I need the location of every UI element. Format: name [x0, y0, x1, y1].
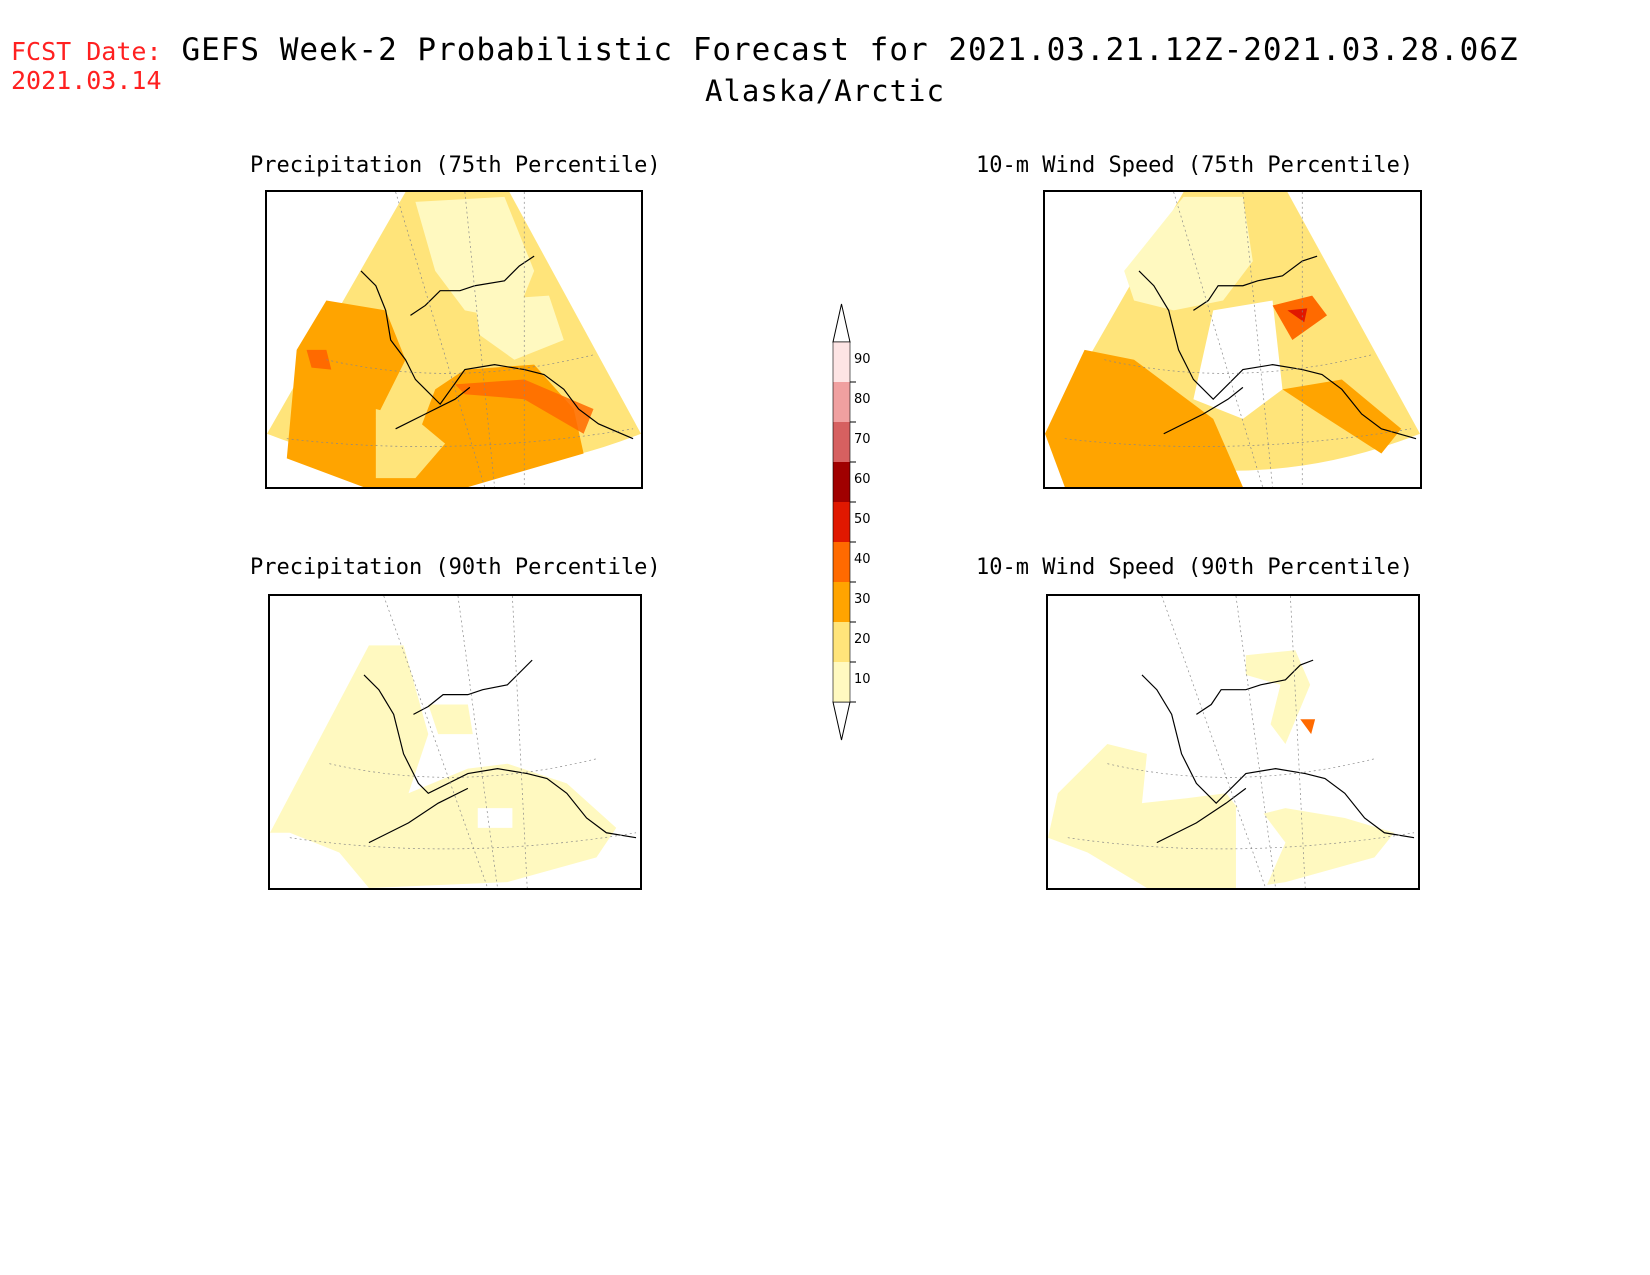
colorbar-swatch-60 — [833, 462, 850, 502]
precip-75-graticule — [286, 192, 634, 487]
precip-90-coastline — [363, 659, 637, 844]
colorbar-swatch-80 — [833, 382, 850, 422]
map-wind-90-svg — [1048, 596, 1415, 888]
figure-title-block: GEFS Week-2 Probabilistic Forecast for 2… — [0, 32, 1650, 108]
precip-75-light-area — [415, 196, 535, 321]
wind-75-graticule — [1064, 192, 1412, 487]
colorbar-label-90: 90 — [854, 352, 871, 367]
precip-90-light-patch — [428, 704, 473, 735]
map-precip-75 — [265, 190, 643, 489]
map-wind-75 — [1043, 190, 1422, 489]
map-precip-90-svg — [270, 596, 637, 888]
panel-title-precip-90: Precipitation (90th Percentile) — [250, 555, 661, 580]
wind-75-orange-area — [1045, 349, 1243, 487]
map-wind-90 — [1046, 594, 1420, 890]
colorbar-swatch-50 — [833, 502, 850, 542]
region-subtitle: Alaska/Arctic — [705, 74, 945, 108]
colorbar-label-10: 10 — [854, 672, 871, 687]
wind-90-light-area — [1048, 743, 1395, 888]
colorbar-svg: 10 20 30 40 50 60 70 80 90 — [832, 303, 871, 741]
panel-title-precip-75: Precipitation (75th Percentile) — [250, 153, 661, 178]
wind-75-light-area — [1124, 196, 1253, 311]
precip-75-light-area — [474, 295, 564, 360]
map-precip-75-svg — [267, 192, 641, 487]
colorbar-swatch-70 — [833, 422, 850, 462]
wind-90-light-area — [1245, 650, 1311, 744]
colorbar-label-80: 80 — [854, 392, 871, 407]
colorbar-label-30: 30 — [854, 592, 871, 607]
colorbar-label-50: 50 — [854, 512, 871, 527]
colorbar-label-70: 70 — [854, 432, 871, 447]
colorbar-swatch-90 — [833, 342, 850, 382]
wind-90-coastline — [1141, 659, 1415, 844]
precip-75-medium-area — [375, 409, 446, 479]
panel-title-wind-90: 10-m Wind Speed (90th Percentile) — [976, 555, 1414, 580]
forecast-date-block: FCST Date: 2021.03.14 — [11, 37, 162, 95]
wind-90-graticule — [1067, 596, 1415, 888]
forecast-date-label: FCST Date: — [11, 37, 162, 66]
precip-75-dark-spot — [306, 349, 332, 370]
forecast-date-value: 2021.03.14 — [11, 66, 162, 95]
precip-75-coastline — [360, 255, 634, 440]
colorbar-swatch-40 — [833, 542, 850, 582]
colorbar-swatch-30 — [833, 582, 850, 622]
colorbar-label-40: 40 — [854, 552, 871, 567]
precip-90-graticule — [289, 596, 637, 888]
colorbar: 10 20 30 40 50 60 70 80 90 — [780, 303, 871, 750]
map-precip-90 — [268, 594, 642, 890]
colorbar-label-60: 60 — [854, 472, 871, 487]
map-wind-75-svg — [1045, 192, 1420, 487]
colorbar-top-cap — [832, 303, 851, 343]
panel-title-wind-75: 10-m Wind Speed (75th Percentile) — [976, 153, 1414, 178]
precip-90-light-area — [270, 645, 617, 888]
wind-90-clear-area — [1235, 803, 1286, 888]
wind-75-coastline — [1138, 255, 1417, 440]
colorbar-swatch-20 — [833, 622, 850, 662]
wind-90-dark-spot — [1300, 719, 1316, 735]
precip-75-dark-band — [454, 379, 594, 434]
precip-75-orange-area — [286, 300, 584, 487]
colorbar-label-20: 20 — [854, 632, 871, 647]
figure-title: GEFS Week-2 Probabilistic Forecast for 2… — [181, 32, 1519, 68]
colorbar-swatch-10 — [833, 662, 850, 702]
colorbar-outline — [832, 341, 851, 703]
colorbar-bottom-cap — [832, 701, 851, 741]
precip-90-clear-patch — [477, 808, 513, 828]
